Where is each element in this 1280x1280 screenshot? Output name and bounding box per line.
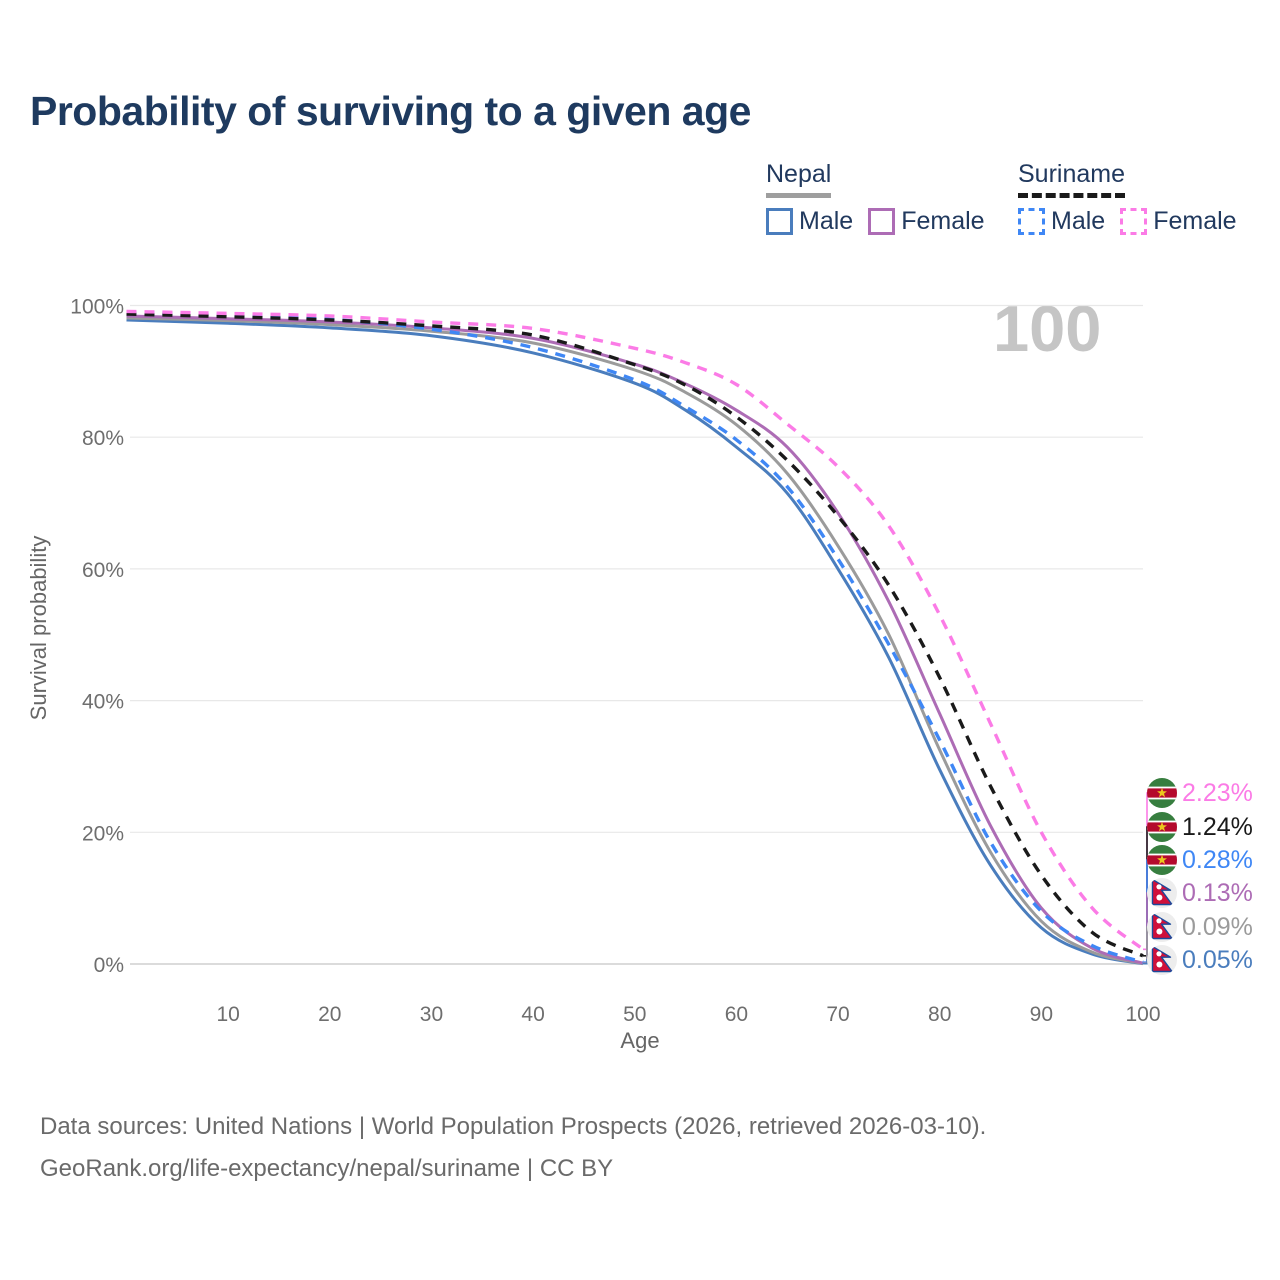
footer: Data sources: United Nations | World Pop… bbox=[40, 1106, 986, 1190]
legend-title-nepal: Nepal bbox=[766, 160, 832, 198]
nepal-female-swatch-icon bbox=[868, 208, 896, 235]
nepal-flag-icon bbox=[1147, 878, 1177, 908]
series-line-suriname-male bbox=[126, 311, 1144, 964]
end-label-value: 0.13% bbox=[1182, 878, 1253, 907]
axis-ticks: 0% 20% 40% 60% 80% 100% 10 20 30 40 50 60 70 80 90 100 bbox=[70, 296, 1160, 1027]
nepal-male-swatch-icon bbox=[766, 208, 793, 235]
x-tick-label: 90 bbox=[1030, 1003, 1053, 1026]
x-tick-label: 80 bbox=[928, 1003, 951, 1026]
y-tick-label: 80% bbox=[82, 427, 124, 450]
suriname-flag-icon bbox=[1147, 778, 1177, 808]
x-tick-label: 60 bbox=[725, 1003, 748, 1026]
legend-item-suriname-female[interactable]: Female bbox=[1120, 207, 1237, 236]
suriname-female-swatch-icon bbox=[1120, 208, 1148, 235]
end-label-nepal-both-sexes: 0.09% bbox=[1147, 912, 1253, 942]
footer-data-sources: Data sources: United Nations | World Pop… bbox=[40, 1113, 987, 1140]
legend-item-label: Male bbox=[799, 207, 854, 235]
x-tick-label: 50 bbox=[623, 1003, 646, 1026]
end-label-suriname-both-sexes: 1.24% bbox=[1147, 812, 1253, 842]
series-line-nepal-female bbox=[126, 314, 1144, 965]
x-tick-label: 20 bbox=[318, 1003, 341, 1026]
suriname-flag-icon bbox=[1147, 845, 1177, 875]
y-tick-label: 0% bbox=[94, 954, 124, 977]
end-label-suriname-male: 0.28% bbox=[1147, 845, 1253, 875]
legend-group-suriname: Suriname Male Female bbox=[1018, 160, 1237, 236]
nepal-flag-icon bbox=[1147, 945, 1177, 975]
end-label-value: 0.09% bbox=[1182, 912, 1253, 941]
series-line-nepal-both-sexes bbox=[126, 316, 1144, 965]
legend-items-nepal: Male Female bbox=[766, 207, 985, 236]
legend-item-nepal-male[interactable]: Male bbox=[766, 207, 853, 236]
series-line-suriname-both-sexes bbox=[126, 312, 1144, 958]
y-tick-label: 40% bbox=[82, 691, 124, 714]
end-label-nepal-male: 0.05% bbox=[1147, 945, 1253, 975]
end-label-nepal-female: 0.13% bbox=[1147, 878, 1253, 908]
x-tick-label: 100 bbox=[1125, 1003, 1160, 1026]
legend-items-suriname: Male Female bbox=[1018, 207, 1237, 236]
nepal-flag-icon bbox=[1147, 912, 1177, 942]
end-label-suriname-female: 2.23% bbox=[1147, 778, 1253, 808]
legend-item-suriname-male[interactable]: Male bbox=[1018, 207, 1105, 236]
end-label-value: 0.05% bbox=[1182, 945, 1253, 974]
x-tick-label: 40 bbox=[521, 1003, 544, 1026]
end-label-value: 0.28% bbox=[1182, 845, 1253, 874]
x-tick-label: 10 bbox=[216, 1003, 239, 1026]
x-tick-label: 70 bbox=[826, 1003, 849, 1026]
x-axis-title: Age bbox=[620, 1028, 659, 1053]
page-title: Probability of surviving to a given age bbox=[30, 88, 751, 134]
x-tick-label: 30 bbox=[420, 1003, 443, 1026]
end-label-value: 2.23% bbox=[1182, 778, 1253, 807]
y-tick-label: 20% bbox=[82, 822, 124, 845]
y-axis-title: Survival probability bbox=[26, 536, 51, 721]
series-lines bbox=[126, 309, 1145, 966]
suriname-flag-icon bbox=[1147, 812, 1177, 842]
end-label-value: 1.24% bbox=[1182, 812, 1253, 841]
suriname-male-swatch-icon bbox=[1018, 208, 1045, 235]
y-tick-label: 60% bbox=[82, 559, 124, 582]
legend-item-nepal-female[interactable]: Female bbox=[868, 207, 985, 236]
legend-title-suriname: Suriname bbox=[1018, 160, 1125, 198]
watermark-age-100: 100 bbox=[993, 292, 1102, 365]
legend-item-label: Male bbox=[1051, 207, 1106, 235]
gridlines bbox=[130, 304, 1143, 965]
footer-attribution: GeoRank.org/life-expectancy/nepal/surina… bbox=[40, 1155, 614, 1182]
legend-item-label: Female bbox=[1153, 207, 1237, 235]
series-line-nepal-male bbox=[126, 318, 1144, 966]
y-tick-label: 100% bbox=[70, 296, 124, 319]
legend-group-nepal: Nepal Male Female bbox=[766, 160, 985, 236]
legend-item-label: Female bbox=[901, 207, 985, 235]
series-line-suriname-female bbox=[126, 309, 1145, 951]
